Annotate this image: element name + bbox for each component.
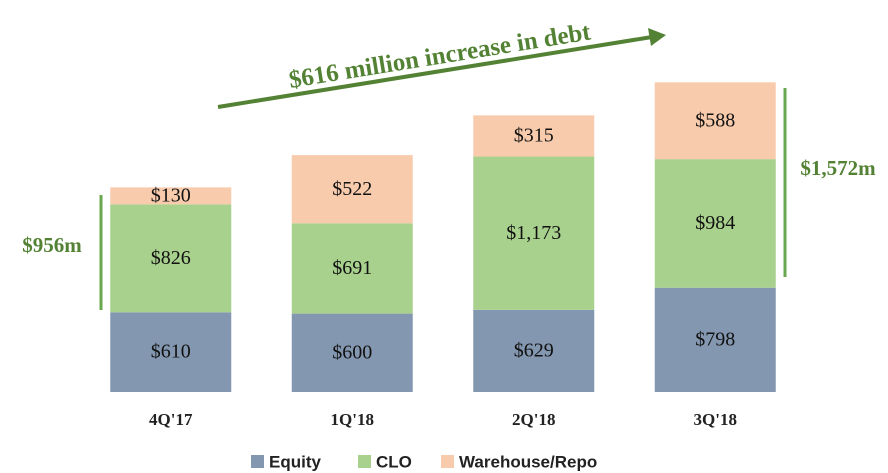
value-label: $600 [332, 341, 372, 363]
bar-segment [110, 312, 232, 392]
x-tick-label: 1Q'18 [331, 410, 374, 429]
legend-swatch [441, 455, 454, 468]
bar-segment [473, 115, 595, 157]
value-label: $984 [695, 212, 735, 234]
value-label: $629 [514, 339, 554, 361]
bar-segment [291, 155, 413, 224]
bar-segment [291, 313, 413, 392]
x-tick-label: 2Q'18 [512, 410, 555, 429]
value-label: $691 [332, 257, 372, 279]
bar-segment [110, 187, 232, 205]
x-tick-label: 3Q'18 [694, 410, 737, 429]
bar-segment [473, 309, 595, 392]
value-label: $610 [151, 341, 191, 363]
legend-swatch [358, 455, 371, 468]
bar-segment [110, 204, 232, 313]
increase-annotation: $616 million increase in debt [287, 18, 593, 94]
bar-segment [291, 223, 413, 314]
value-label: $826 [151, 247, 191, 269]
total-annotation: $956m [22, 233, 82, 257]
bar-segment [654, 159, 776, 288]
value-label: $522 [332, 178, 372, 200]
bar-segment [654, 287, 776, 392]
value-label: $1,173 [506, 222, 561, 244]
x-tick-label: 4Q'17 [149, 410, 193, 429]
value-label: $798 [695, 328, 735, 350]
arrow [217, 28, 666, 109]
bar-segment [473, 156, 595, 310]
value-label: $130 [151, 184, 191, 206]
legend-label: Equity [269, 452, 321, 471]
legend-label: Warehouse/Repo [459, 452, 597, 471]
legend-swatch [251, 455, 264, 468]
value-label: $315 [514, 125, 554, 147]
total-annotation: $1,572m [800, 156, 876, 180]
value-label: $588 [695, 109, 735, 131]
bar-segment [654, 82, 776, 160]
legend-label: CLO [376, 452, 412, 471]
